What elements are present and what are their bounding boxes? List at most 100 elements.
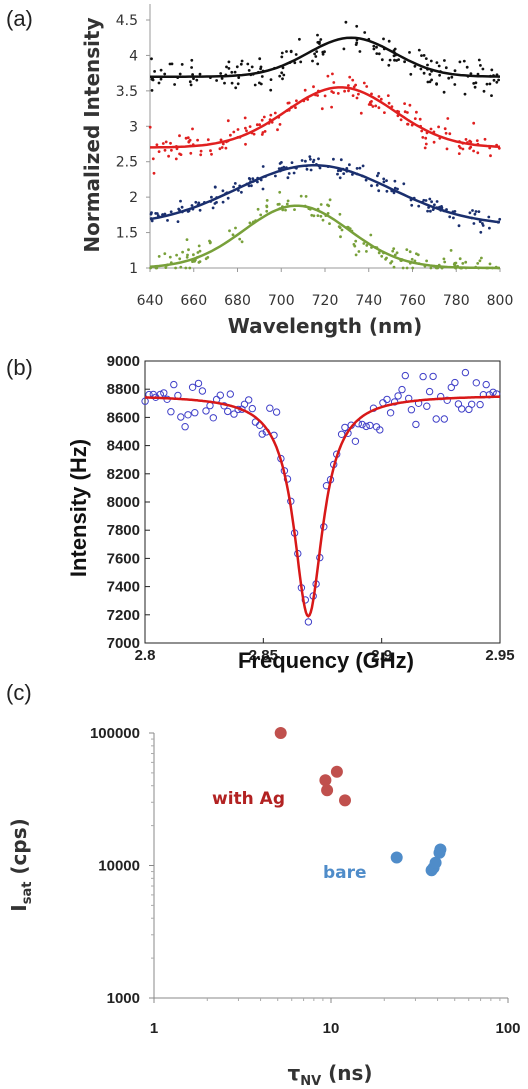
panel-b-point xyxy=(383,395,391,404)
panel-a-point xyxy=(244,142,247,146)
panel-a-point xyxy=(432,140,436,144)
panel-a-point xyxy=(353,244,357,248)
panel-a-point xyxy=(468,147,472,150)
panel-a-point xyxy=(448,132,452,136)
panel-a-point xyxy=(382,180,386,184)
panel-a-x-tick-label: 800 xyxy=(487,293,514,309)
panel-a-point xyxy=(411,266,415,270)
panel-a-point xyxy=(281,77,284,81)
panel-a-point xyxy=(472,222,476,225)
panel-a-point xyxy=(157,150,161,154)
panel-c-x-tick-label: 10 xyxy=(323,1020,340,1037)
panel-c-x-tick-label: 100 xyxy=(495,1020,520,1037)
panel-a-point xyxy=(299,194,303,198)
panel-a-point xyxy=(152,171,156,175)
panel-a-point xyxy=(223,81,226,85)
panel-a-label: (a) xyxy=(6,6,33,31)
panel-c-y-label-main: I xyxy=(7,904,31,911)
panel-a-point xyxy=(230,70,234,74)
panel-a-point xyxy=(393,58,396,62)
panel-a-point xyxy=(482,89,486,93)
panel-a-point xyxy=(180,63,184,66)
panel-b-point xyxy=(482,380,490,389)
panel-a-point xyxy=(406,122,409,126)
panel-b-point xyxy=(443,396,451,404)
panel-a-point xyxy=(461,262,465,265)
panel-a-point xyxy=(338,226,342,230)
panel-a-point xyxy=(417,204,421,208)
panel-c-y-tick-label: 100000 xyxy=(90,725,140,742)
panel-a-point xyxy=(195,78,199,82)
panel-a-point xyxy=(198,208,202,212)
panel-a-point xyxy=(282,73,286,77)
panel-b-point xyxy=(407,406,416,414)
panel-a-point xyxy=(328,198,332,202)
panel-a-point xyxy=(178,152,182,156)
panel-a-point xyxy=(247,177,251,180)
panel-a-point xyxy=(150,211,153,215)
panel-b-label: (b) xyxy=(6,355,33,380)
panel-a-point xyxy=(317,157,320,161)
panel-a-point xyxy=(355,167,359,170)
panel-c-point xyxy=(390,851,403,864)
panel-b-point xyxy=(177,413,185,421)
panel-a-point xyxy=(377,95,381,98)
panel-a-point xyxy=(179,265,183,269)
panel-b-x-tick-label: 2.95 xyxy=(485,647,514,664)
panel-a-point xyxy=(210,195,213,199)
panel-a-point xyxy=(198,72,202,76)
panel-a-point xyxy=(342,172,346,176)
panel-a-point xyxy=(198,249,202,253)
panel-a-point xyxy=(229,133,232,137)
panel-a-point xyxy=(477,210,481,214)
panel-a-point xyxy=(221,189,225,193)
panel-a-point xyxy=(269,78,273,81)
panel-a-point xyxy=(316,33,319,37)
panel-a-point xyxy=(424,142,428,146)
panel-a-point xyxy=(221,142,225,146)
panel-a-point xyxy=(410,203,414,207)
panel-a-point xyxy=(319,214,323,218)
panel-a-point xyxy=(415,110,418,114)
panel-a-point xyxy=(163,72,167,76)
panel-a-point xyxy=(321,218,325,222)
panel-a-point xyxy=(310,213,314,217)
panel-a-point xyxy=(428,197,432,201)
panel-a-point xyxy=(191,73,195,76)
panel-b-point xyxy=(240,400,249,408)
panel-a-point xyxy=(258,57,262,61)
panel-a-y-tick-label: 1 xyxy=(129,261,138,277)
panel-a-point xyxy=(250,184,253,188)
panel-a-point xyxy=(332,157,335,161)
panel-a-point xyxy=(245,129,248,133)
panel-a-point xyxy=(448,215,452,219)
panel-b-point xyxy=(191,409,199,417)
panel-c-point xyxy=(330,765,343,778)
panel-a-point xyxy=(294,106,297,109)
panel-a-point xyxy=(154,212,158,215)
panel-a-point xyxy=(298,37,301,41)
panel-a-point xyxy=(232,185,236,189)
panel-a-point xyxy=(193,259,197,263)
panel-a-point xyxy=(474,210,478,213)
panel-b-point xyxy=(170,380,178,389)
panel-a-point xyxy=(387,63,391,67)
panel-a-point xyxy=(480,256,483,260)
panel-a-point xyxy=(258,123,261,127)
panel-a-point xyxy=(292,171,296,175)
panel-a-point xyxy=(472,121,476,125)
panel-a-point xyxy=(295,99,298,103)
panel-a-point xyxy=(453,261,457,265)
panel-a-point xyxy=(169,141,172,145)
panel-a-point xyxy=(239,62,243,66)
panel-a-fit-line xyxy=(149,204,500,270)
panel-a-point xyxy=(435,82,438,86)
panel-a-point xyxy=(188,266,192,270)
panel-b-point xyxy=(386,409,395,417)
panel-b-point xyxy=(341,423,349,432)
panel-a-point xyxy=(220,146,224,149)
panel-a-point xyxy=(351,94,355,97)
panel-a-point xyxy=(316,214,320,218)
panel-a-point xyxy=(382,37,385,41)
panel-a-point xyxy=(233,182,237,185)
